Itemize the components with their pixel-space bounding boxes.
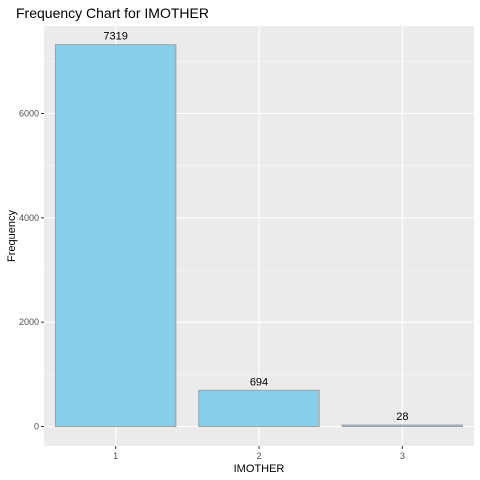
y-axis: 0 2000 4000 6000: [19, 109, 44, 432]
bar-label-3: 28: [396, 411, 408, 423]
y-axis-title: Frequency: [6, 210, 18, 262]
x-tick-label: 3: [400, 451, 405, 461]
bars: [54, 44, 464, 428]
bar-2: [198, 389, 320, 427]
bar-1: [54, 44, 177, 427]
y-tick-label: 0: [34, 422, 39, 432]
y-tick-label: 2000: [19, 317, 39, 327]
y-tick-label: 4000: [19, 213, 39, 223]
x-axis-title: IMOTHER: [234, 463, 285, 475]
x-tick-label: 2: [256, 451, 261, 461]
x-axis: 1 2 3: [113, 446, 405, 461]
bar-label-1: 7319: [103, 31, 127, 43]
bar-value-labels: 7319 694 28: [103, 31, 408, 423]
bar-3: [341, 424, 464, 428]
bar-label-2: 694: [250, 376, 268, 388]
chart-title: Frequency Chart for IMOTHER: [16, 5, 209, 21]
y-tick-label: 6000: [19, 109, 39, 119]
x-tick-label: 1: [113, 451, 118, 461]
